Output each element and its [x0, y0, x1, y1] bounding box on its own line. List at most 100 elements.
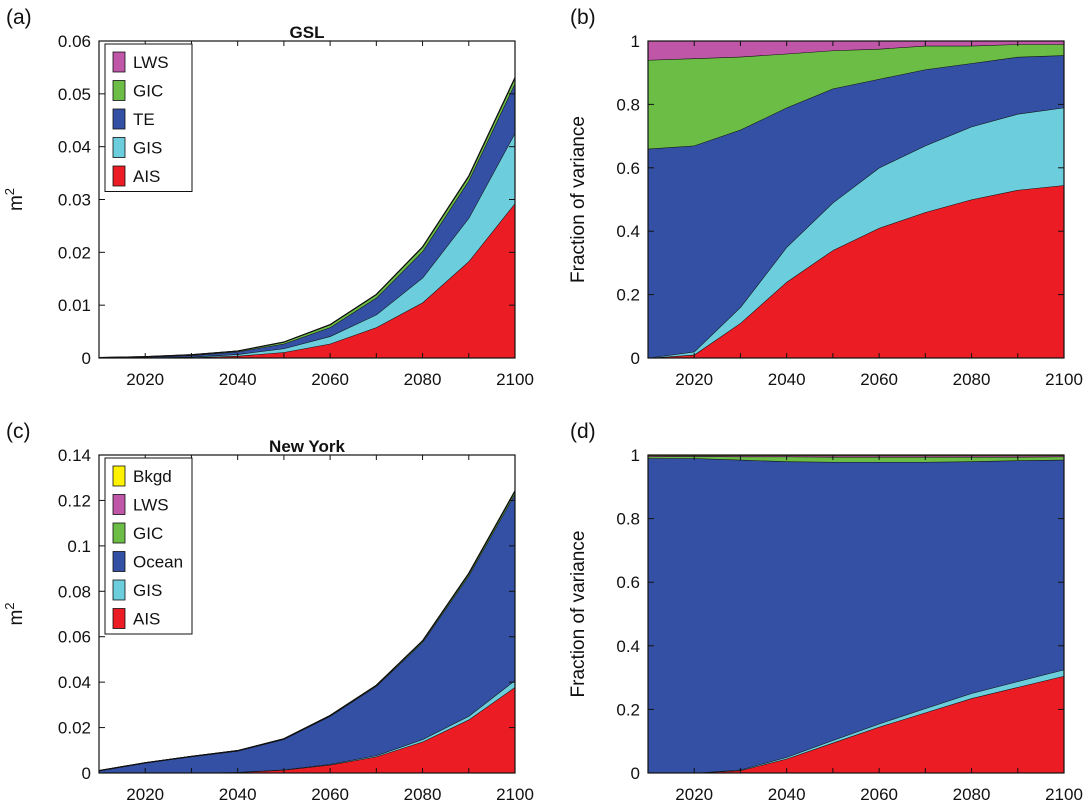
y-tick-label: 0.4 — [616, 222, 640, 241]
y-tick-label: 0.01 — [58, 296, 91, 315]
legend-label-gis: GIS — [133, 581, 162, 600]
y-tick-label: 0.05 — [58, 85, 91, 104]
legend-swatch-gic — [112, 80, 126, 101]
y-tick-label: 0.14 — [58, 446, 91, 465]
y-tick-label: 0.6 — [616, 159, 640, 178]
legend-label-lws: LWS — [133, 496, 169, 515]
panel-label: (d) — [570, 420, 596, 443]
y-tick-label: 0 — [631, 764, 640, 783]
y-tick-label: 0.2 — [616, 700, 640, 719]
y-tick-label: 0 — [631, 349, 640, 368]
x-tick-label: 2080 — [404, 785, 442, 804]
y-tick-label: 0.04 — [58, 673, 91, 692]
boundary-lws — [98, 77, 516, 359]
area-lws — [648, 41, 1064, 60]
panel-b: 0 0.2 0.4 0.6 0.8 1 2020 2040 2060 2080 2100 (b) Fra… — [568, 6, 1083, 389]
legend-swatch-te — [112, 108, 126, 130]
y-tick-label: 0.03 — [58, 191, 91, 210]
area-ais — [648, 676, 1064, 773]
legend: Bkgd LWS GIC Ocean GIS AIS — [104, 457, 193, 635]
area-gic — [648, 44, 1064, 149]
chart-title: GSL — [290, 23, 325, 42]
legend-label-te: TE — [133, 110, 155, 129]
legend-label-gis: GIS — [133, 139, 162, 158]
area-ais — [99, 203, 515, 358]
panel-label: (c) — [6, 420, 31, 443]
area-ocean — [648, 458, 1064, 773]
y-tick-label: 1 — [631, 32, 640, 51]
y-axis-label-exponent: 2 — [2, 188, 17, 195]
y-tick-label: 0.1 — [67, 537, 91, 556]
y-axis-label: m2 — [2, 602, 27, 625]
x-tick-label: 2020 — [675, 785, 713, 804]
x-tick-label: 2100 — [496, 370, 534, 389]
legend-swatch-gis — [112, 137, 126, 158]
panel-label: (b) — [570, 6, 596, 29]
area-gis — [99, 132, 515, 358]
legend-label-ais: AIS — [133, 610, 160, 629]
legend-label-lws: LWS — [133, 53, 169, 72]
legend-label-gic: GIC — [133, 524, 163, 543]
plot-frame — [98, 454, 516, 774]
y-tick-label: 0.6 — [616, 573, 640, 592]
y-tick-label: 0.02 — [58, 719, 91, 738]
y-axis-label: Fraction of variance — [568, 116, 589, 283]
chart-title: New York — [269, 437, 345, 456]
legend-swatch-bkgd — [112, 465, 126, 487]
legend-label-bkgd: Bkgd — [133, 467, 172, 486]
x-tick-label: 2040 — [768, 370, 806, 389]
panel-label: (a) — [6, 6, 32, 29]
x-tick-label: 2080 — [953, 370, 991, 389]
y-tick-label: 0.8 — [616, 510, 640, 529]
panel-a: 0 0.01 0.02 0.03 0.04 0.05 0.06 2020 2040 2060 208… — [2, 6, 534, 389]
y-tick-label: 0.12 — [58, 491, 91, 510]
x-tick-label: 2060 — [860, 370, 898, 389]
y-tick-label: 0 — [82, 349, 91, 368]
y-tick-label: 0.06 — [58, 628, 91, 647]
x-tick-label: 2060 — [311, 785, 349, 804]
plot-frame — [647, 454, 1065, 774]
y-tick-label: 0.06 — [58, 32, 91, 51]
x-tick-label: 2040 — [219, 370, 257, 389]
y-tick-label: 0.02 — [58, 243, 91, 262]
y-tick-label: 1 — [631, 446, 640, 465]
legend-swatch-ais — [112, 165, 126, 187]
area-ocean — [99, 493, 515, 773]
y-tick-label: 0.2 — [616, 286, 640, 305]
x-tick-label: 2040 — [768, 785, 806, 804]
y-tick-label: 0.08 — [58, 582, 91, 601]
y-tick-label: 0.8 — [616, 95, 640, 114]
legend-label-ocean: Ocean — [133, 553, 183, 572]
x-tick-label: 2020 — [126, 785, 164, 804]
legend-swatch-lws — [112, 51, 126, 73]
area-te — [648, 55, 1064, 359]
legend-label-gic: GIC — [133, 82, 163, 101]
x-tick-label: 2020 — [126, 370, 164, 389]
area-ais — [648, 185, 1064, 358]
panel-d: 0 0.2 0.4 0.6 0.8 1 2020 2040 2060 2080 2100 (d) Fra… — [568, 420, 1083, 804]
y-axis-label-exponent: 2 — [2, 602, 17, 609]
legend-swatch-gis — [112, 579, 126, 601]
y-tick-label: 0 — [82, 764, 91, 783]
x-tick-label: 2100 — [1045, 785, 1083, 804]
legend-swatch-gic — [112, 522, 126, 544]
legend-swatch-ais — [112, 608, 126, 629]
legend: LWS GIC TE GIS AIS — [104, 43, 193, 192]
panel-c: 0 0.02 0.04 0.06 0.08 0.1 0.12 0.14 2020 2040 2060… — [2, 420, 534, 804]
x-tick-label: 2100 — [496, 785, 534, 804]
legend-swatch-ocean — [112, 551, 126, 572]
x-tick-label: 2060 — [860, 785, 898, 804]
legend-box — [104, 457, 193, 635]
y-axis-label: m2 — [2, 188, 27, 211]
y-tick-label: 0.04 — [58, 138, 91, 157]
x-tick-label: 2040 — [219, 785, 257, 804]
y-axis-label: Fraction of variance — [568, 531, 589, 698]
y-tick-label: 0.4 — [616, 637, 640, 656]
area-gic — [648, 456, 1064, 462]
legend-label-ais: AIS — [133, 167, 160, 186]
x-tick-label: 2060 — [311, 370, 349, 389]
legend-swatch-lws — [112, 494, 126, 515]
x-tick-label: 2080 — [953, 785, 991, 804]
plot-frame — [647, 40, 1065, 359]
